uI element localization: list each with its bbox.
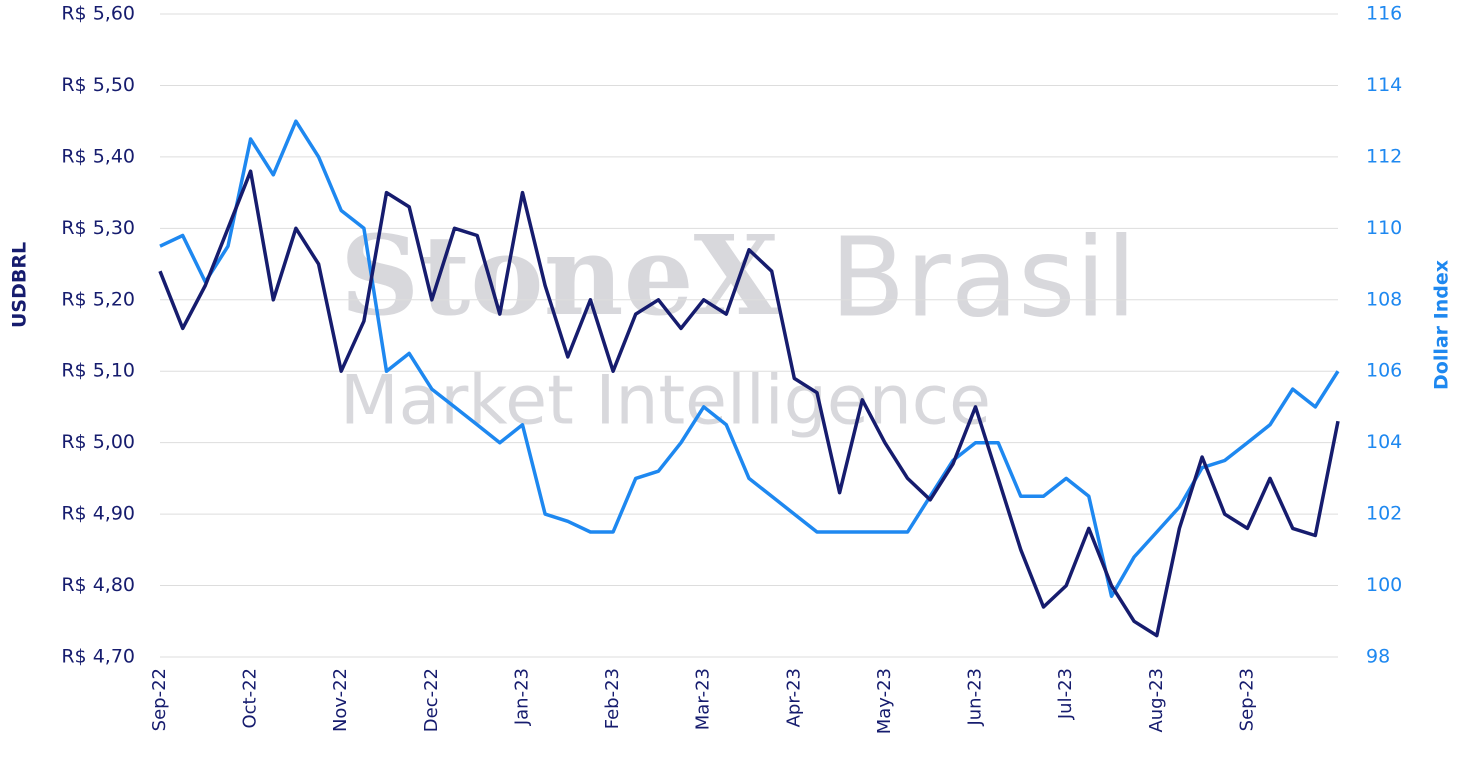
x-tick-label: Feb-23 bbox=[602, 668, 623, 729]
y2-tick-label: 106 bbox=[1366, 360, 1402, 382]
y2-tick-label: 110 bbox=[1366, 217, 1402, 239]
y2-tick-label: 114 bbox=[1366, 74, 1402, 96]
y-axis-title: USDBRL bbox=[9, 242, 31, 328]
y2-tick-label: 98 bbox=[1366, 646, 1390, 668]
x-tick-label: Dec-22 bbox=[421, 668, 442, 732]
watermark: StoneX Brasil Market Intelligence bbox=[340, 211, 1137, 441]
x-tick-label: Jan-23 bbox=[511, 668, 532, 726]
y-tick-label: R$ 4,80 bbox=[61, 574, 135, 596]
y2-tick-label: 108 bbox=[1366, 288, 1402, 310]
y-tick-label: R$ 4,70 bbox=[61, 646, 135, 668]
y-tick-label: R$ 5,30 bbox=[61, 217, 135, 239]
y-tick-label: R$ 5,20 bbox=[61, 288, 135, 310]
y-tick-label: R$ 5,60 bbox=[61, 3, 135, 25]
y-tick-label: R$ 5,50 bbox=[61, 74, 135, 96]
y2-tick-label: 100 bbox=[1366, 574, 1402, 596]
x-tick-label: May-23 bbox=[874, 668, 895, 734]
y2-tick-label: 116 bbox=[1366, 3, 1402, 25]
x-tick-label: Oct-22 bbox=[240, 668, 261, 729]
x-tick-label: Jul-23 bbox=[1055, 668, 1076, 720]
x-tick-label: Mar-23 bbox=[693, 668, 714, 730]
y2-tick-label: 104 bbox=[1366, 431, 1402, 453]
y-tick-label: R$ 4,90 bbox=[61, 503, 135, 525]
x-tick-label: Aug-23 bbox=[1146, 668, 1167, 733]
y2-tick-label: 102 bbox=[1366, 503, 1402, 525]
series-line bbox=[158, 169, 1340, 638]
watermark-suffix: Brasil bbox=[830, 213, 1137, 341]
y-tick-label: R$ 5,40 bbox=[61, 145, 135, 167]
y2-tick-label: 112 bbox=[1366, 145, 1402, 167]
x-tick-label: Nov-22 bbox=[330, 668, 351, 732]
x-tick-label: Sep-22 bbox=[149, 668, 170, 731]
watermark-brand: StoneX bbox=[340, 211, 780, 340]
x-tick-label: Jun-23 bbox=[965, 668, 986, 727]
x-tick-label: Sep-23 bbox=[1236, 668, 1257, 731]
y-tick-label: R$ 5,00 bbox=[61, 431, 135, 453]
y2-axis-title: Dollar Index bbox=[1431, 260, 1453, 390]
x-tick-label: Apr-23 bbox=[783, 668, 804, 727]
y-tick-label: R$ 5,10 bbox=[61, 360, 135, 382]
series-line bbox=[159, 119, 1340, 599]
watermark-tagline: Market Intelligence bbox=[340, 362, 991, 441]
